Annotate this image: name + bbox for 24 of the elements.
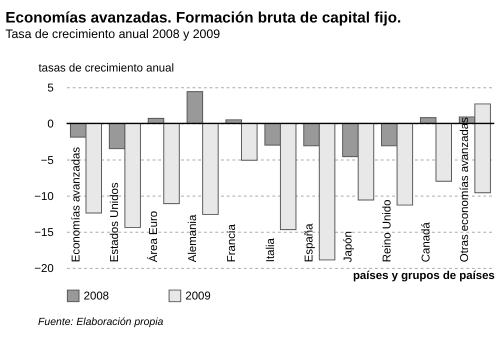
x-tick-label: Alemania xyxy=(186,214,199,262)
legend-label: 2009 xyxy=(185,290,211,303)
x-tick-label: Reino Unido xyxy=(381,200,394,262)
x-tick-label: Japón xyxy=(342,231,355,262)
y-tick-label: −15 xyxy=(34,227,54,240)
y-tick-label: 5 xyxy=(47,82,54,95)
legend-label: 2008 xyxy=(84,290,109,303)
x-tick-label: Francia xyxy=(226,224,238,262)
x-tick-label: Otras economías avanzadas xyxy=(459,116,472,262)
y-tick-label: 0 xyxy=(47,118,54,131)
x-tick-label: Italia xyxy=(264,237,277,262)
y-tick-label: −10 xyxy=(34,190,54,203)
source-note: Fuente: Elaboración propia xyxy=(38,316,164,328)
x-axis-title: países y grupos de países xyxy=(352,270,495,282)
x-tick-label: Estados Unidos xyxy=(109,182,122,262)
chart-title: Economías avanzadas. Formación bruta de capital fijo. xyxy=(5,10,402,27)
y-tick-label: −5 xyxy=(40,154,54,167)
x-tick-label: España xyxy=(304,222,316,262)
y-tick-label: −20 xyxy=(34,263,54,276)
x-tick-label: Economías avanzadas xyxy=(70,146,82,262)
x-tick-label: Área Euro xyxy=(147,210,160,262)
y-axis-title: tasas de crecimiento anual xyxy=(38,62,174,75)
chart-subtitle: Tasa de crecimiento anual 2008 y 2009 xyxy=(5,26,220,41)
x-tick-label: Canadá xyxy=(420,222,432,262)
